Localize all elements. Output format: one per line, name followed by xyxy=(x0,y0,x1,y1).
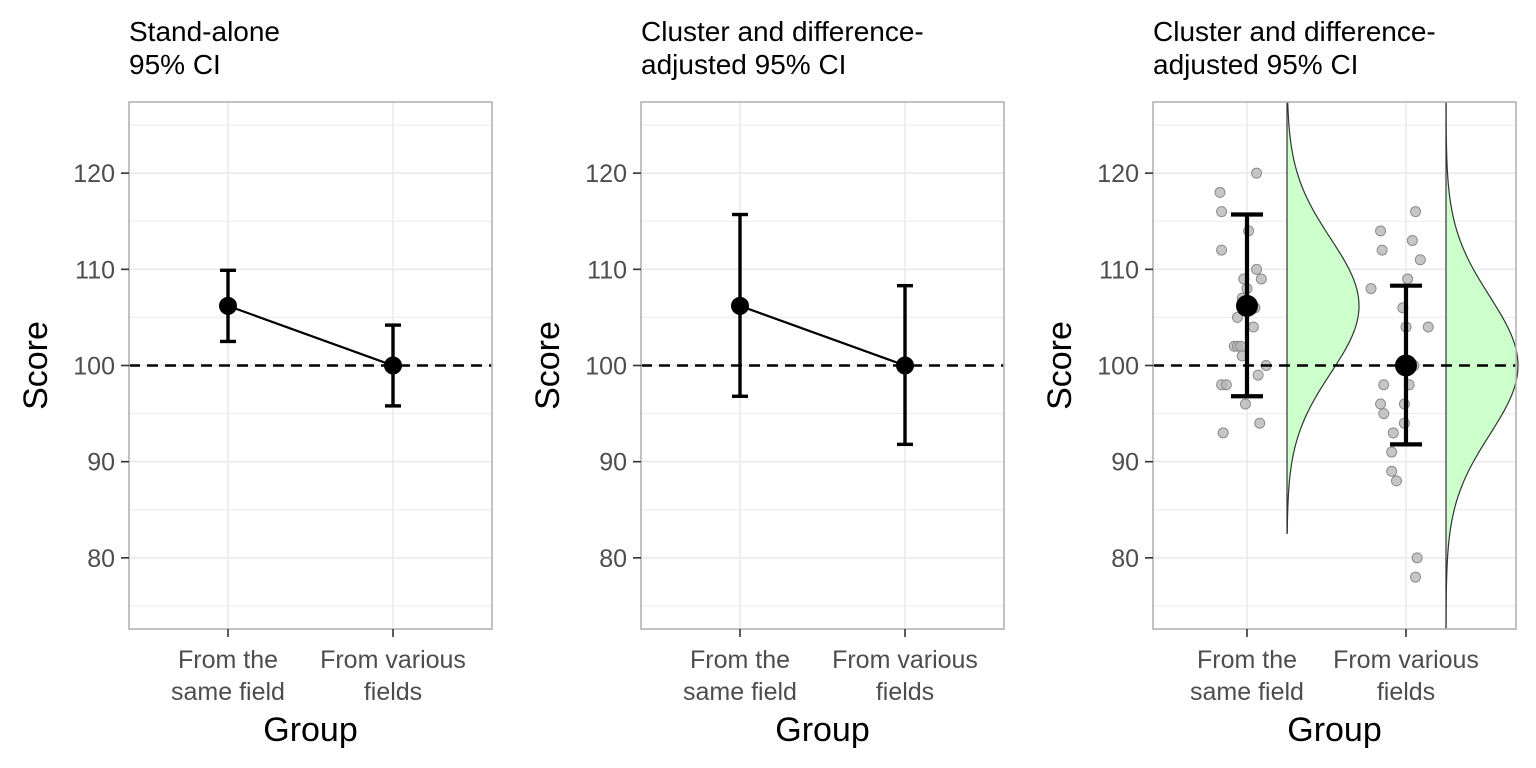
x-tick-label: same field xyxy=(683,678,797,706)
panel-title: Cluster and difference- xyxy=(641,16,924,47)
raw-data-point xyxy=(1217,427,1229,439)
raw-data-point xyxy=(1411,552,1423,564)
raw-data-point xyxy=(1220,379,1232,391)
y-tick-label: 110 xyxy=(75,256,115,284)
mean-point xyxy=(1236,294,1258,317)
raw-data-point xyxy=(1239,398,1251,410)
mean-connector-line xyxy=(739,304,906,367)
panel-title: 95% CI xyxy=(129,49,221,80)
x-tick-label: From various xyxy=(832,646,978,674)
panel-3: Cluster and difference-adjusted 95% CI 80… xyxy=(1041,16,1519,749)
y-axis-title: Score xyxy=(529,321,567,410)
panel-title: Cluster and difference- xyxy=(1153,16,1436,47)
raw-data-point xyxy=(1378,408,1390,420)
raw-data-point xyxy=(1254,417,1266,429)
x-tick-label: same field xyxy=(1190,678,1304,706)
raw-data-point xyxy=(1376,244,1388,256)
raw-data-point xyxy=(1365,283,1377,295)
x-tick-label: fields xyxy=(364,678,422,706)
y-tick-label: 80 xyxy=(1111,545,1139,573)
mean-point xyxy=(384,356,402,375)
raw-data-point xyxy=(1247,321,1259,333)
raw-data-point xyxy=(1251,263,1263,275)
y-tick-label: 100 xyxy=(585,353,627,381)
raw-data-point xyxy=(1375,398,1387,410)
y-tick-label: 120 xyxy=(73,160,115,188)
y-tick-label: 90 xyxy=(599,449,627,477)
raw-data-point xyxy=(1378,379,1390,391)
x-tick-label: From various xyxy=(320,646,466,674)
x-tick-label: fields xyxy=(876,678,934,706)
raw-data-point xyxy=(1231,311,1243,323)
raw-data-point xyxy=(1414,254,1426,266)
raw-data-point xyxy=(1255,273,1267,285)
raw-data-point xyxy=(1251,167,1263,179)
raw-data-point xyxy=(1422,321,1434,333)
raw-data-point xyxy=(1235,340,1247,352)
y-tick-label: 90 xyxy=(1111,449,1139,477)
y-tick-label: 120 xyxy=(585,160,627,188)
y-tick-label: 110 xyxy=(587,256,627,284)
y-tick-label: 110 xyxy=(1099,256,1139,284)
raw-data-point xyxy=(1252,369,1264,381)
y-tick-label: 80 xyxy=(87,545,115,573)
mean-point xyxy=(731,296,749,315)
y-axis-title: Score xyxy=(1041,321,1079,410)
y-tick-label: 100 xyxy=(1097,353,1139,381)
x-tick-label: From the xyxy=(690,646,790,674)
raw-data-point xyxy=(1386,465,1398,477)
raw-data-point xyxy=(1214,186,1226,198)
panel-title: Stand-alone xyxy=(129,16,280,47)
x-axis-title: Group xyxy=(1287,711,1382,749)
raw-data-point xyxy=(1375,225,1387,237)
y-tick-label: 90 xyxy=(87,449,115,477)
raw-data-point xyxy=(1216,206,1228,218)
density-curve xyxy=(1445,101,1519,630)
density-curve xyxy=(1286,101,1360,534)
raw-data-point xyxy=(1386,446,1398,458)
panel-title: adjusted 95% CI xyxy=(641,49,846,80)
panel-2: Cluster and difference-adjusted 95% CI 80… xyxy=(529,16,1005,749)
x-tick-label: From various xyxy=(1333,646,1479,674)
y-tick-label: 100 xyxy=(73,353,115,381)
raw-data-point xyxy=(1406,234,1418,246)
x-tick-label: same field xyxy=(171,678,285,706)
y-axis-title: Score xyxy=(17,321,55,410)
density-area xyxy=(1287,102,1359,534)
x-tick-label: From the xyxy=(1197,646,1297,674)
mean-point xyxy=(896,356,914,375)
x-tick-label: From the xyxy=(178,646,278,674)
x-tick-label: fields xyxy=(1377,678,1435,706)
x-axis-title: Group xyxy=(775,711,870,749)
raw-data-point xyxy=(1410,571,1422,583)
mean-point xyxy=(1395,354,1417,377)
mean-point xyxy=(219,296,237,315)
raw-data-point xyxy=(1387,427,1399,439)
raw-data-point xyxy=(1410,206,1422,218)
x-axis-title: Group xyxy=(263,711,358,749)
raw-data-point xyxy=(1402,273,1414,285)
mean-connector-line xyxy=(227,304,394,367)
y-tick-label: 80 xyxy=(599,545,627,573)
panel-title: adjusted 95% CI xyxy=(1153,49,1358,80)
raw-data-point xyxy=(1390,475,1402,487)
y-tick-label: 120 xyxy=(1097,160,1139,188)
raw-data-point xyxy=(1216,244,1228,256)
